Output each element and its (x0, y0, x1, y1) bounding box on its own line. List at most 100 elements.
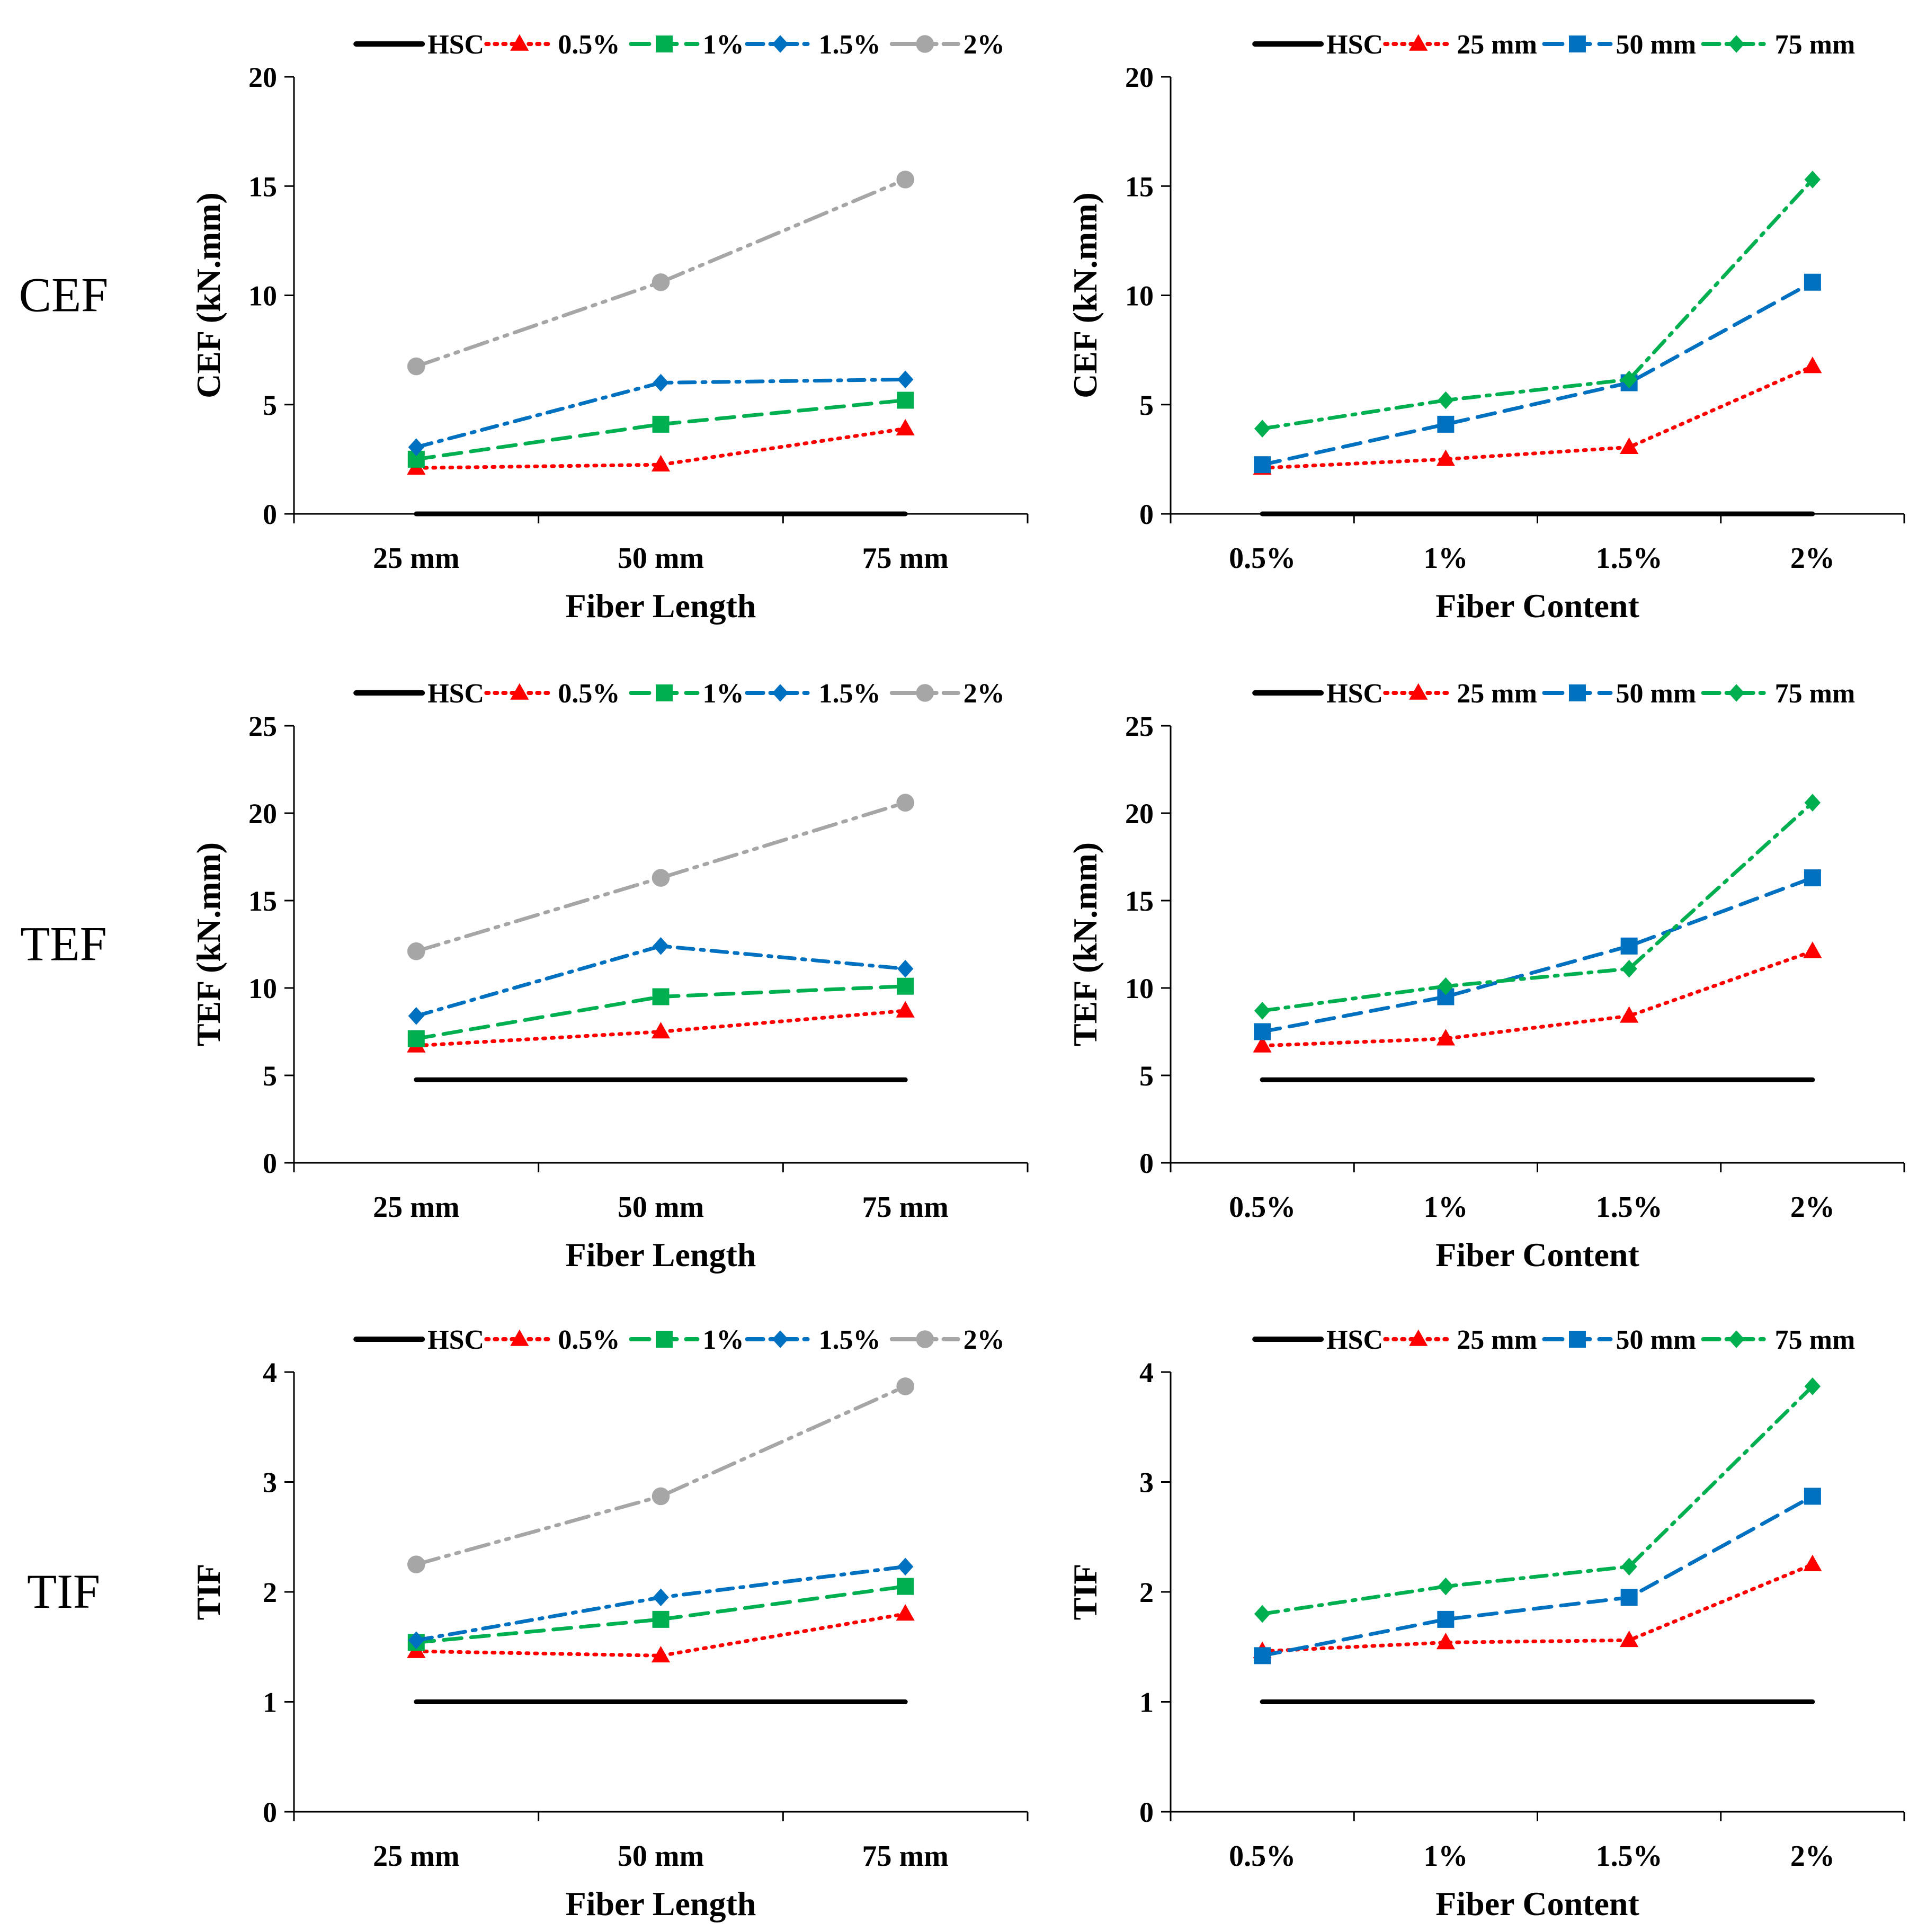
y-tick-label: 3 (263, 1467, 277, 1499)
legend-item-1-5: 1.5% (745, 30, 881, 60)
y-axis-title: TEF (kN.mm) (1066, 842, 1104, 1046)
point-0-5-marker (651, 455, 671, 471)
y-tick-label: 2 (1139, 1577, 1154, 1608)
y-axis-title: TIF (190, 1564, 227, 1621)
x-axis-title: Fiber Length (566, 1236, 756, 1274)
legend-item-hsc: HSC (353, 679, 484, 709)
legend: HSC 25 mm 50 mm 75 mm (1252, 1325, 1855, 1355)
x-tick-label-75-mm: 75 mm (862, 1840, 949, 1873)
legend-swatch-marker (510, 683, 529, 700)
x-tick-label-0-5: 0.5% (1229, 1191, 1296, 1224)
point-25-mm-marker (1803, 941, 1822, 958)
series-line-50-mm (1260, 876, 1815, 1034)
legend-item-hsc: HSC (1252, 679, 1383, 709)
series-1-5 (408, 1557, 914, 1650)
y-axis-title: CEF (kN.mm) (1066, 192, 1104, 398)
legend-label: 50 mm (1616, 679, 1696, 709)
legend-item-25-mm: 25 mm (1383, 679, 1537, 709)
chart-2: 0 5 10 15 20 0.5% 1% 1.5% 2% Fiber Content CEF (kN… (1066, 30, 1905, 625)
point-25-mm-marker (1436, 1633, 1455, 1650)
point-0-5-marker (651, 1022, 671, 1039)
legend-item-2: 2% (889, 679, 1005, 709)
series-line-2 (414, 1384, 907, 1566)
legend-label: HSC (1326, 1325, 1383, 1355)
x-tick-label-1: 1% (1423, 1840, 1468, 1873)
x-tick-label-25-mm: 25 mm (373, 542, 459, 575)
y-tick-label: 0 (263, 1147, 277, 1179)
x-axis-title: Fiber Content (1435, 587, 1639, 625)
legend-item-1: 1% (629, 1325, 744, 1355)
legend: HSC 25 mm 50 mm 75 mm (1252, 679, 1855, 709)
legend-item-50-mm: 50 mm (1542, 679, 1696, 709)
legend-swatch-marker (1728, 684, 1745, 702)
legend-label: 2% (964, 30, 1005, 60)
series-50-mm (1254, 869, 1821, 1040)
legend-swatch-marker (1568, 684, 1586, 701)
series-line-2 (414, 800, 907, 954)
row-label-tef: TEF (20, 917, 107, 971)
point-50-mm-marker (1804, 273, 1821, 291)
y-tick-label: 15 (248, 171, 277, 202)
point-1-5-marker (653, 373, 669, 392)
point-25-mm-marker (1436, 449, 1455, 466)
series-75-mm (1254, 1377, 1821, 1623)
x-axis-title: Fiber Length (566, 587, 756, 625)
legend-label: 25 mm (1457, 30, 1537, 60)
point-75-mm-marker (1254, 420, 1271, 438)
legend-item-1-5: 1.5% (745, 679, 881, 709)
legend-label: 2% (964, 1325, 1005, 1355)
y-tick-label: 1 (1139, 1687, 1154, 1719)
point-1-5-marker (408, 1631, 425, 1650)
legend-item-hsc: HSC (353, 1325, 484, 1355)
series-1 (407, 1578, 914, 1651)
legend-swatch-marker (772, 684, 789, 702)
legend-swatch-marker (772, 35, 789, 53)
legend-label: 1.5% (819, 30, 881, 60)
row-labels: CEF TEF TIF (19, 268, 109, 1619)
series-25-mm (1253, 941, 1822, 1053)
point-1-marker (652, 415, 670, 433)
legend-label: HSC (427, 30, 484, 60)
x-axis-title: Fiber Content (1435, 1885, 1639, 1922)
point-0-5-marker (896, 1001, 915, 1018)
y-tick-label: 20 (248, 798, 277, 830)
x-tick-label-25-mm: 25 mm (373, 1840, 459, 1873)
legend-item-75-mm: 75 mm (1701, 679, 1855, 709)
point-1-marker (897, 977, 914, 995)
legend-swatch-marker (1728, 1330, 1745, 1348)
legend: HSC 0.5% 1% 1.5% 2% (353, 30, 1005, 60)
x-tick-label-2: 2% (1790, 1840, 1835, 1873)
y-tick-label: 25 (1125, 710, 1154, 742)
legend-label: 25 mm (1457, 1325, 1537, 1355)
legend-swatch-marker (1568, 35, 1586, 52)
chart-3: 0 5 10 15 20 25 25 mm 50 mm 75 mm Fiber Length TEF… (190, 679, 1029, 1274)
y-tick-label: 4 (1139, 1357, 1154, 1388)
legend-label: 0.5% (558, 30, 620, 60)
series-2 (407, 171, 914, 376)
legend-label: 0.5% (558, 1325, 620, 1355)
y-tick-label: 5 (1139, 389, 1154, 421)
y-tick-label: 0 (1139, 498, 1154, 530)
x-tick-label-75-mm: 75 mm (862, 542, 949, 575)
y-tick-label: 0 (1139, 1147, 1154, 1179)
legend-label: 1% (702, 30, 744, 60)
point-75-mm-marker (1438, 1577, 1454, 1596)
y-tick-label: 5 (263, 1060, 277, 1092)
point-1-marker (652, 1610, 670, 1628)
point-75-mm-marker (1621, 1557, 1637, 1576)
point-0-5-marker (896, 419, 915, 435)
x-tick-label-0-5: 0.5% (1229, 1840, 1296, 1873)
series-line-1 (414, 1584, 907, 1644)
point-1-5-marker (408, 438, 425, 456)
series-50-mm (1254, 1488, 1821, 1664)
x-tick-label-50-mm: 50 mm (618, 1840, 704, 1873)
x-tick-label-1: 1% (1423, 542, 1468, 575)
legend: HSC 0.5% 1% 1.5% 2% (353, 679, 1005, 709)
y-tick-label: 15 (1125, 885, 1154, 917)
legend-item-50-mm: 50 mm (1542, 30, 1696, 60)
series-line-75-mm (1260, 1384, 1815, 1616)
point-2-marker (896, 171, 914, 189)
series-line-75-mm (1260, 177, 1815, 431)
y-tick-label: 10 (248, 280, 277, 312)
